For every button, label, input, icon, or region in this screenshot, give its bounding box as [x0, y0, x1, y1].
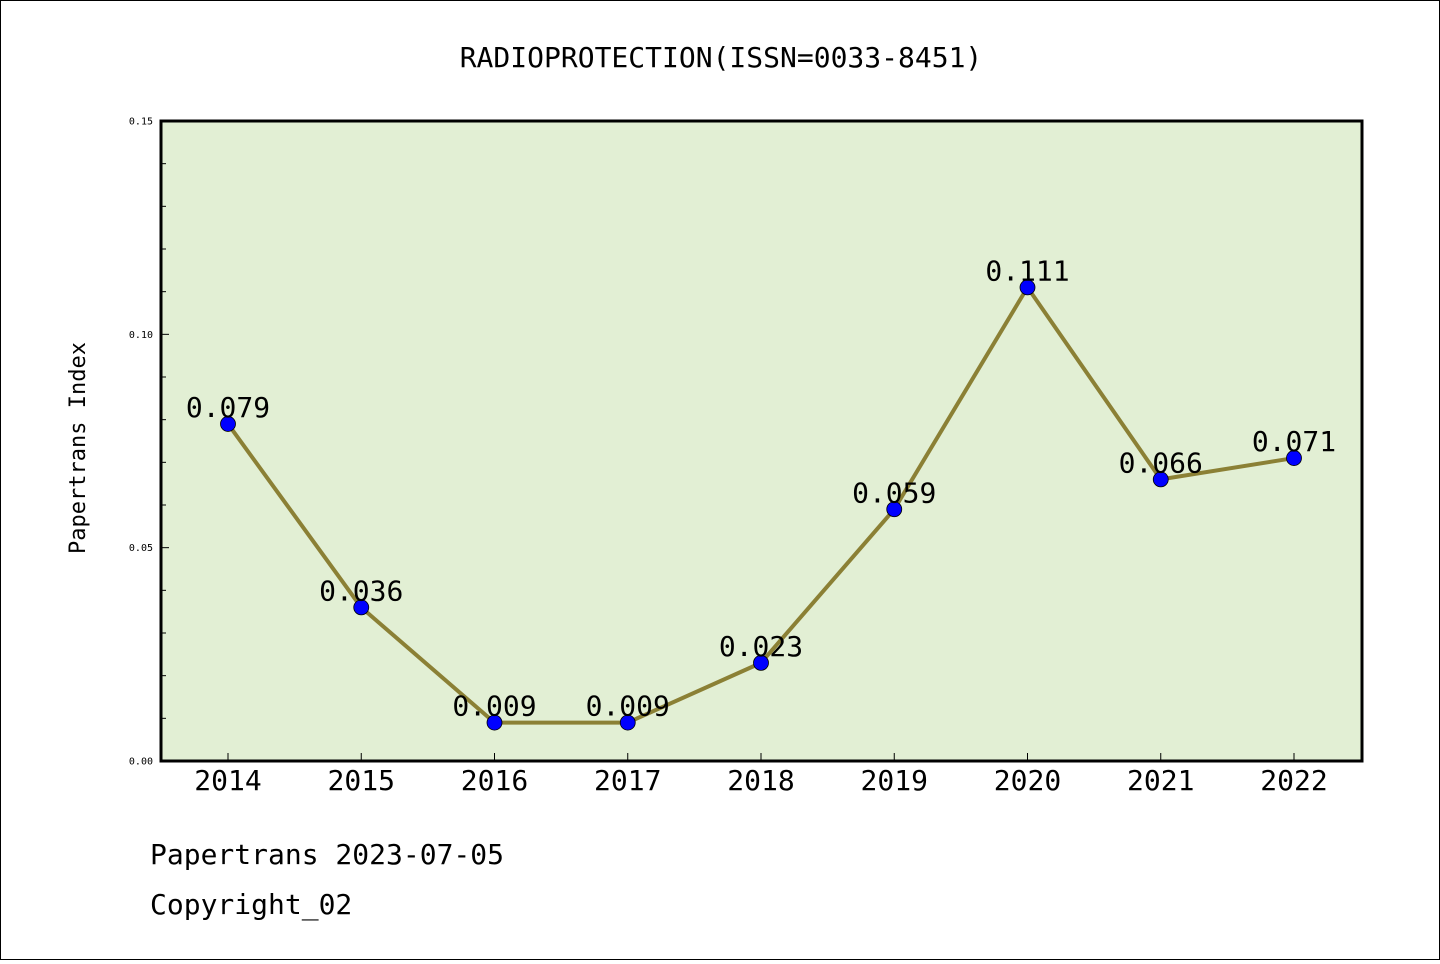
data-point [886, 501, 903, 518]
footer-date: Papertrans 2023-07-05 [150, 838, 504, 871]
y-axis-label: Papertrans Index [66, 342, 91, 554]
chart-title: RADIOPROTECTION(ISSN=0033-8451) [460, 41, 983, 74]
data-label: 0.009 [586, 690, 670, 723]
data-point [1286, 450, 1302, 466]
x-tick-label: 2020 [994, 764, 1061, 797]
y-tick-label: 0.05 [129, 543, 153, 554]
y-axis: 0.00 0.05 0.10 0.15 [129, 117, 169, 768]
data-label: 0.071 [1252, 425, 1336, 458]
x-tick-label: 2016 [461, 764, 528, 797]
x-tick-label: 2019 [861, 764, 928, 797]
series-line [220, 279, 1302, 731]
data-label: 0.066 [1119, 446, 1203, 479]
data-point [753, 654, 769, 671]
footer-copyright: Copyright_02 [150, 888, 352, 922]
data-point [1152, 471, 1169, 488]
x-axis: 2014 2015 2016 2017 2018 2019 2020 2021 2022 [194, 753, 1328, 797]
data-label: 0.023 [719, 630, 803, 663]
x-tick-label: 2017 [594, 764, 661, 797]
data-point [220, 416, 236, 432]
data-label: 0.079 [186, 391, 270, 424]
data-point [1019, 279, 1036, 296]
y-tick-label: 0.15 [129, 117, 153, 128]
x-tick-label: 2022 [1260, 764, 1327, 797]
y-tick-label: 0.10 [129, 330, 153, 341]
x-tick-label: 2021 [1127, 764, 1194, 797]
data-point [353, 599, 370, 616]
data-point [486, 714, 503, 731]
data-label: 0.059 [852, 476, 936, 509]
x-tick-label: 2015 [328, 764, 395, 797]
data-label: 0.009 [452, 690, 536, 723]
plot-area [159, 119, 1364, 763]
data-labels: 0.079 0.036 0.009 0.009 0.023 0.059 0.111 0.066… [186, 254, 1336, 722]
data-label: 0.111 [985, 254, 1069, 287]
x-tick-label: 2014 [194, 764, 261, 797]
x-tick-label: 2018 [727, 764, 794, 797]
data-label: 0.036 [319, 574, 403, 607]
data-point [619, 714, 636, 731]
y-tick-label: 0.00 [129, 757, 153, 768]
